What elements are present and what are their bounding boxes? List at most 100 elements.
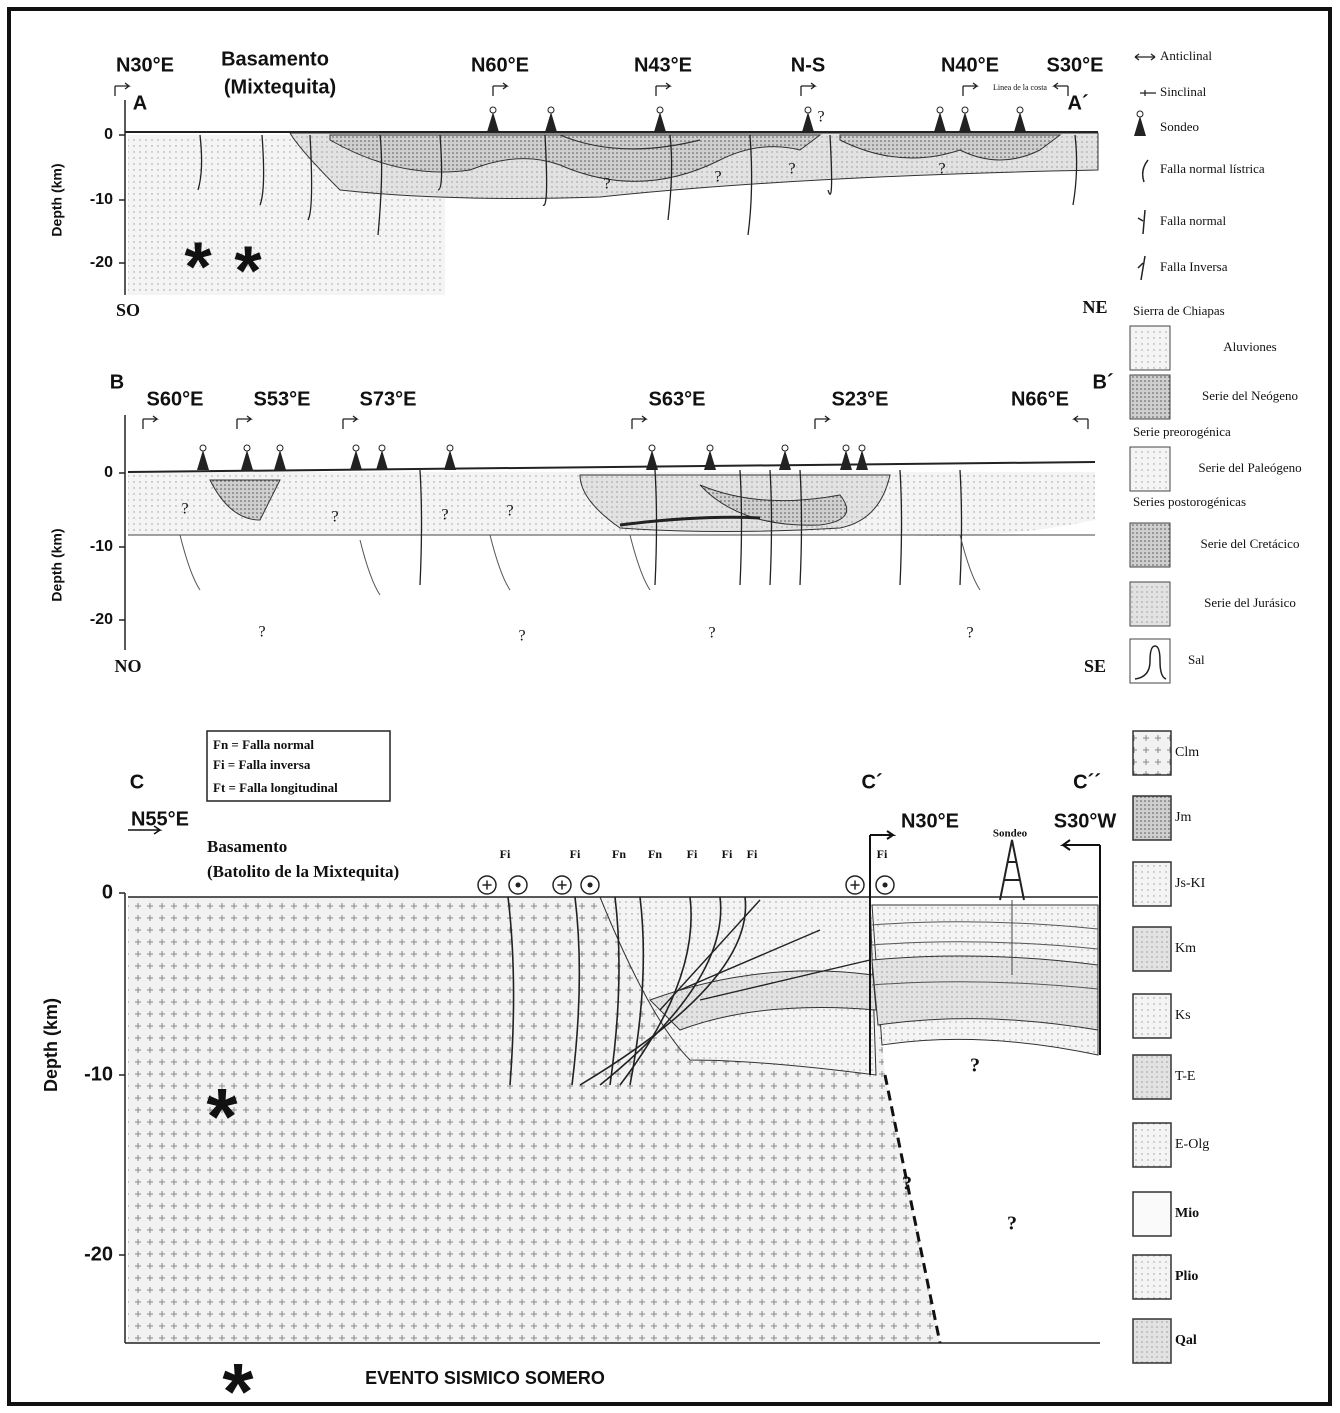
horizon bbox=[871, 941, 1099, 950]
well-top bbox=[781, 444, 789, 452]
label: B bbox=[110, 371, 124, 393]
fault bbox=[747, 134, 753, 236]
label: Anticlinal bbox=[1160, 48, 1212, 63]
fault-motion-sign bbox=[850, 880, 860, 890]
label: Fi bbox=[687, 847, 698, 861]
section-marker bbox=[869, 830, 897, 1075]
legend-swatch bbox=[1132, 926, 1172, 972]
label: Linea de la costa bbox=[993, 83, 1047, 92]
direction-arrow bbox=[342, 415, 359, 429]
label: NE bbox=[1082, 297, 1107, 317]
direction-arrow bbox=[814, 415, 831, 429]
fault bbox=[571, 896, 581, 1086]
well bbox=[545, 112, 557, 132]
label: Depth (km) bbox=[41, 998, 61, 1092]
fault bbox=[619, 896, 692, 1086]
direction-arrow bbox=[236, 415, 253, 429]
label: Serie del Paleógeno bbox=[1198, 460, 1301, 475]
label: N43°E bbox=[634, 54, 692, 76]
well-top bbox=[276, 444, 284, 452]
well-top bbox=[961, 106, 969, 114]
label: Jm bbox=[1175, 810, 1191, 825]
label: Serie del Jurásico bbox=[1204, 595, 1296, 610]
horizon bbox=[871, 981, 1099, 990]
fault bbox=[377, 134, 383, 236]
well bbox=[779, 450, 791, 470]
well-top bbox=[656, 106, 664, 114]
label: N60°E bbox=[471, 54, 529, 76]
legend-swatch bbox=[1132, 1054, 1172, 1100]
seismic-star: * bbox=[234, 231, 262, 309]
fault bbox=[579, 896, 747, 1086]
direction-arrow bbox=[128, 825, 163, 835]
label: E-Olg bbox=[1175, 1137, 1209, 1152]
well bbox=[959, 112, 971, 132]
seismic-star: * bbox=[206, 1072, 238, 1161]
label: Serie del Neógeno bbox=[1202, 388, 1298, 403]
label: Series postorogénicas bbox=[1133, 494, 1246, 509]
frame bbox=[7, 7, 1332, 1406]
legend-symbol bbox=[1137, 209, 1146, 235]
label: Sondeo bbox=[1160, 119, 1199, 134]
label: -20 bbox=[90, 611, 113, 628]
legend-symbol bbox=[1140, 90, 1156, 96]
label: Js-KI bbox=[1175, 876, 1206, 891]
legend-swatch bbox=[1129, 325, 1171, 371]
direction-arrow bbox=[1072, 415, 1089, 429]
well-top bbox=[352, 444, 360, 452]
layer bbox=[839, 134, 1062, 161]
legend-swatch bbox=[1129, 522, 1171, 568]
fault bbox=[659, 899, 871, 1011]
well-top bbox=[1136, 110, 1144, 118]
well bbox=[444, 450, 456, 470]
well bbox=[654, 112, 666, 132]
well-top bbox=[547, 106, 555, 114]
well bbox=[1134, 116, 1146, 136]
label: N-S bbox=[791, 54, 825, 76]
label: N66°E bbox=[1011, 388, 1069, 410]
label: S23°E bbox=[832, 388, 889, 410]
label: B´ bbox=[1092, 371, 1113, 393]
direction-arrow bbox=[631, 415, 648, 429]
well-top bbox=[804, 106, 812, 114]
fault bbox=[599, 896, 722, 1086]
label: ? bbox=[817, 109, 824, 126]
label: Fi bbox=[500, 847, 511, 861]
well bbox=[241, 450, 253, 470]
label: ? bbox=[506, 503, 513, 520]
labels: 0 -10 -20 Depth (km) A A´ N30°E N60°E N43°E N-S N4… bbox=[41, 48, 1302, 1413]
label: ? bbox=[441, 507, 448, 524]
well-top bbox=[648, 444, 656, 452]
well-top bbox=[446, 444, 454, 452]
well-top bbox=[858, 444, 866, 452]
legend-swatch bbox=[1132, 795, 1172, 841]
label: ? bbox=[788, 161, 795, 178]
label: S73°E bbox=[360, 388, 417, 410]
direction-arrow bbox=[962, 82, 979, 96]
label: Sal bbox=[1188, 652, 1205, 667]
well bbox=[1014, 112, 1026, 132]
label: Qal bbox=[1175, 1333, 1197, 1348]
legend-swatch bbox=[1132, 730, 1172, 776]
label: Serie del Cretácico bbox=[1201, 536, 1300, 551]
listric-fault bbox=[489, 534, 511, 591]
label: Depth (km) bbox=[49, 528, 65, 601]
label: C´ bbox=[861, 771, 882, 793]
label: -10 bbox=[90, 191, 113, 208]
legend-swatch bbox=[1132, 1122, 1172, 1168]
legend-swatch bbox=[1132, 1318, 1172, 1364]
label: ? bbox=[966, 625, 973, 642]
label: EVENTO SISMICO SOMERO bbox=[365, 1368, 605, 1388]
label: NO bbox=[115, 656, 142, 676]
label: Clm bbox=[1175, 745, 1199, 760]
label: S63°E bbox=[649, 388, 706, 410]
label: SE bbox=[1084, 656, 1106, 676]
salt-symbol bbox=[1134, 645, 1167, 680]
label: A´ bbox=[1067, 92, 1088, 114]
legend-symbol bbox=[1141, 159, 1149, 183]
listric-fault bbox=[359, 539, 381, 596]
layer bbox=[871, 955, 1099, 1031]
legend-symbol bbox=[1137, 255, 1146, 281]
legend-swatch bbox=[1132, 1191, 1172, 1237]
label: (Batolito de la Mixtequita) bbox=[207, 862, 399, 881]
